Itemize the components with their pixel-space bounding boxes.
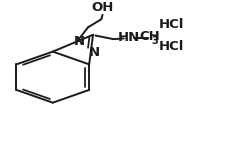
Text: N: N [73, 35, 84, 48]
Text: HCl: HCl [159, 18, 184, 31]
Text: OH: OH [91, 1, 114, 14]
Text: CH: CH [139, 30, 160, 43]
Text: HN: HN [118, 32, 140, 45]
Text: HCl: HCl [159, 39, 184, 52]
Text: N: N [89, 46, 100, 59]
Text: 3: 3 [151, 36, 158, 46]
